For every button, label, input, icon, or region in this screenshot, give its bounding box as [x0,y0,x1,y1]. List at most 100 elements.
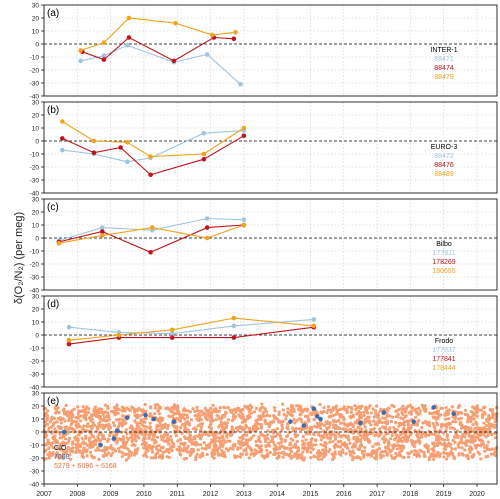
cio-bg-point [167,451,171,455]
cio-bg-point [328,440,332,444]
legend-entry: 180655 [432,268,455,275]
cio-bg-point [347,438,351,442]
cio-bg-point [482,432,486,436]
data-point-177837 [311,317,317,322]
cio-bg-point [353,456,357,460]
cio-bg-point [331,425,336,429]
cio-bg-point [453,416,457,421]
cio-bg-point [358,438,363,442]
cio-bg-point [467,447,471,452]
cio-bg-point [212,456,216,460]
cio-bg-point [353,445,357,449]
cio-bg-point [91,441,96,446]
cio-bg-point [396,443,400,448]
cio-bg-point [421,421,425,425]
cio-bg-point [88,436,92,440]
cio-bg-point [479,408,483,412]
cio-bg-point [150,432,154,436]
cio-bg-point [375,421,379,426]
cio-bg-point [398,439,402,443]
cio-bg-point [142,424,146,428]
cio-bg-point [218,440,222,444]
cio-bg-point [297,427,301,431]
cio-bg-point [484,424,489,428]
cio-bg-point [201,454,205,458]
cio-bg-point [180,448,185,453]
cio-bg-point [362,413,366,418]
cio-bg-point [352,435,356,440]
cio-bg-point [53,427,57,431]
cio-bg-point [471,411,476,415]
cio-bg-point [78,449,82,453]
cio-bg-point [479,457,483,461]
cio-bg-point [59,416,63,420]
cio-bg-point [143,428,147,432]
cio-bg-point [125,432,129,436]
cio-bg-point [239,446,243,450]
cio-bg-point [189,447,194,451]
y-tick-label: 0 [35,236,39,243]
cio-bg-point [215,448,219,453]
cio-bg-point [333,450,337,454]
data-point-7008 [98,442,103,448]
cio-bg-point [157,404,161,409]
cio-bg-point [403,415,407,419]
cio-bg-point [222,414,226,419]
cio-bg-point [326,405,331,409]
cio-bg-point [303,414,307,418]
cio-bg-point [475,404,479,408]
cio-bg-point [292,417,296,422]
y-tick-label: -10 [30,152,40,159]
cio-bg-point [372,419,376,423]
cio-bg-point [194,457,198,462]
cio-bg-point [292,454,296,458]
data-point-88479 [209,32,215,38]
y-tick-label: -10 [30,443,40,450]
cio-bg-point [114,407,118,411]
cio-bg-point [459,420,463,425]
cio-bg-point [490,447,494,451]
cio-bg-point [130,451,134,455]
cio-bg-point [438,412,442,417]
cio-bg-point [319,442,323,447]
cio-bg-point [265,421,269,426]
cio-bg-point [356,447,360,451]
cio-bg-point [155,447,159,451]
cio-bg-point [360,449,365,453]
cio-bg-point [301,450,305,454]
cio-bg-point [344,428,348,433]
cio-bg-point [314,443,318,447]
cio-bg-point [172,403,177,407]
cio-bg-point [420,435,424,439]
cio-bg-point [199,418,203,422]
cio-bg-point [179,442,183,446]
cio-bg-point [295,456,299,460]
cio-bg-point [418,448,422,453]
cio-bg-point [191,441,195,446]
cio-bg-point [57,411,61,415]
cio-bg-point [133,431,138,435]
cio-bg-point [258,440,262,444]
cio-bg-point [397,446,402,450]
cio-bg-point [319,438,323,442]
data-point-88476 [60,136,65,141]
data-point-88479 [173,20,178,26]
cio-bg-point [404,408,408,412]
cio-bg-point [154,445,158,449]
cio-bg-point [245,452,249,456]
y-tick-label: -30 [30,178,40,185]
y-tick-label: 0 [35,42,39,49]
cio-bg-point [316,431,320,435]
cio-bg-point [86,410,90,414]
cio-bg-point [254,439,258,444]
y-tick-label: 10 [32,223,40,230]
cio-bg-point [158,420,162,425]
data-point-7008 [358,420,363,426]
cio-bg-point [199,425,203,429]
cio-bg-point [382,435,386,439]
cio-bg-point [217,425,221,429]
cio-bg-point [73,436,77,440]
data-point-178269 [204,225,210,230]
cio-bg-point [488,407,492,412]
cio-bg-point [486,431,490,435]
